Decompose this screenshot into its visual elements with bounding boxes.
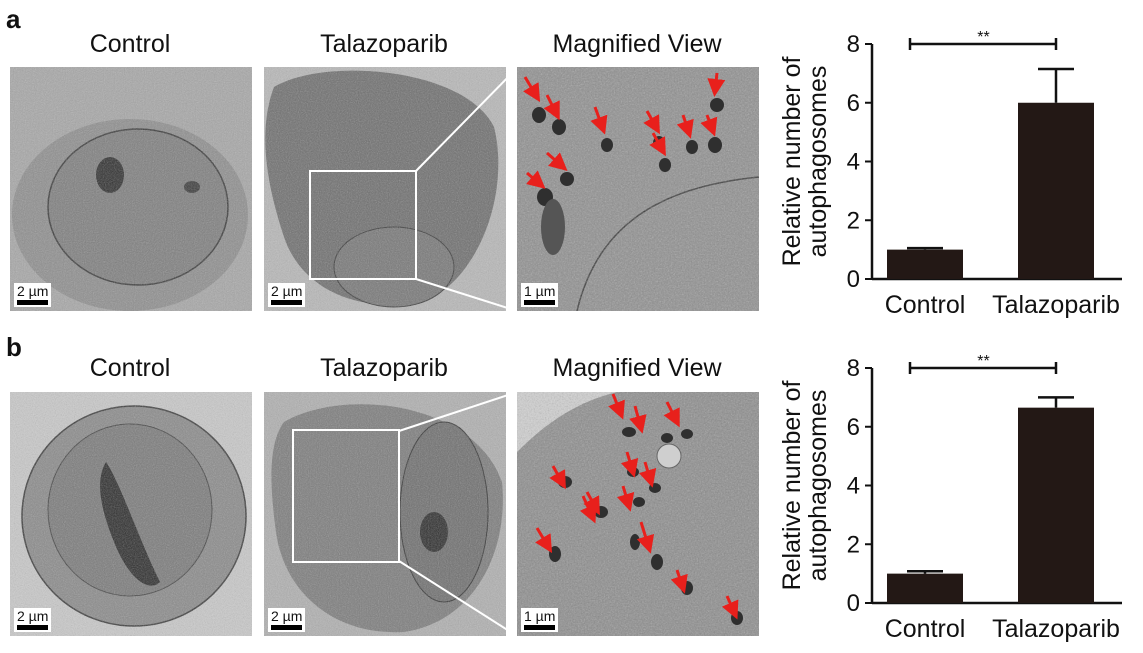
scale-bar-line [17,625,49,630]
em-texture [264,392,506,636]
title-talazoparib-b: Talazoparib [320,354,448,382]
y-tick-label: 0 [847,266,860,293]
y-tick-label: 6 [847,414,860,441]
y-tick-label: 2 [847,531,860,558]
bar [1018,102,1094,279]
bar [887,573,963,603]
em-texture [10,392,252,636]
red-arrows [535,393,739,620]
title-control-a: Control [89,30,171,58]
scale-bar-magnified-b: 1 µm [521,608,559,632]
y-tick-label: 0 [847,590,860,617]
scale-bar-line [17,300,49,305]
scale-bar-line [524,300,556,305]
scale-label: 1 µm [524,283,556,299]
y-tick-label: 8 [847,355,860,382]
y-axis-label-line2: autophagosomes [804,390,832,582]
bar [1018,407,1094,603]
panel-letter-a: a [6,4,21,34]
em-texture [264,67,506,311]
y-axis-label-line1: Relative number of [778,57,806,267]
em-texture [517,67,759,311]
inset-box [309,170,417,280]
x-tick-label: Talazoparib [992,615,1120,643]
significance-label: ** [977,353,989,370]
scale-bar-talazoparib-b: 2 µm [268,608,306,632]
significance-label: ** [977,29,989,46]
scale-label: 1 µm [524,608,556,624]
scale-bar-magnified-a: 1 µm [521,283,559,307]
autophagosome-spots [532,98,724,255]
scale-label: 2 µm [271,608,303,624]
bar-chart-b: 0 2 4 6 8 Relative number of autophagosomes Con… [770,330,1140,648]
bar [887,249,963,279]
y-tick-label: 6 [847,90,860,117]
y-tick-label: 4 [847,473,860,500]
title-control-b: Control [89,354,171,382]
em-image-magnified-a: 1 µm [517,67,759,311]
scale-bar-line [524,625,556,630]
em-texture [10,67,252,311]
y-axis-label-line1: Relative number of [778,381,806,591]
x-tick-label: Control [885,291,966,319]
scale-label: 2 µm [271,283,303,299]
y-tick-label: 2 [847,207,860,234]
em-image-talazoparib-b: 2 µm [264,392,506,636]
panel-letter-b: b [6,332,22,362]
em-image-control-b: 2 µm [10,392,252,636]
scale-label: 2 µm [17,608,49,624]
scale-bar-control-a: 2 µm [14,283,52,307]
scale-bar-line [271,625,303,630]
scale-label: 2 µm [17,283,49,299]
x-tick-label: Talazoparib [992,291,1120,319]
y-axis-label-line2: autophagosomes [804,66,832,258]
red-arrows [523,72,726,189]
em-texture [517,392,759,636]
scale-bar-control-b: 2 µm [14,608,52,632]
scale-bar-talazoparib-a: 2 µm [268,283,306,307]
scale-bar-line [271,300,303,305]
bar-chart-a: 0 2 4 6 8 Relative number of autophagosomes Con… [770,6,1140,324]
y-tick-label: 8 [847,31,860,58]
inset-box [292,429,400,563]
title-talazoparib-a: Talazoparib [320,30,448,58]
y-tick-label: 4 [847,149,860,176]
title-magnified-a: Magnified View [552,30,722,58]
em-image-magnified-b: 1 µm [517,392,759,636]
em-image-talazoparib-a: 2 µm [264,67,506,311]
em-image-control-a: 2 µm [10,67,252,311]
x-tick-label: Control [885,615,966,643]
title-magnified-b: Magnified View [552,354,722,382]
